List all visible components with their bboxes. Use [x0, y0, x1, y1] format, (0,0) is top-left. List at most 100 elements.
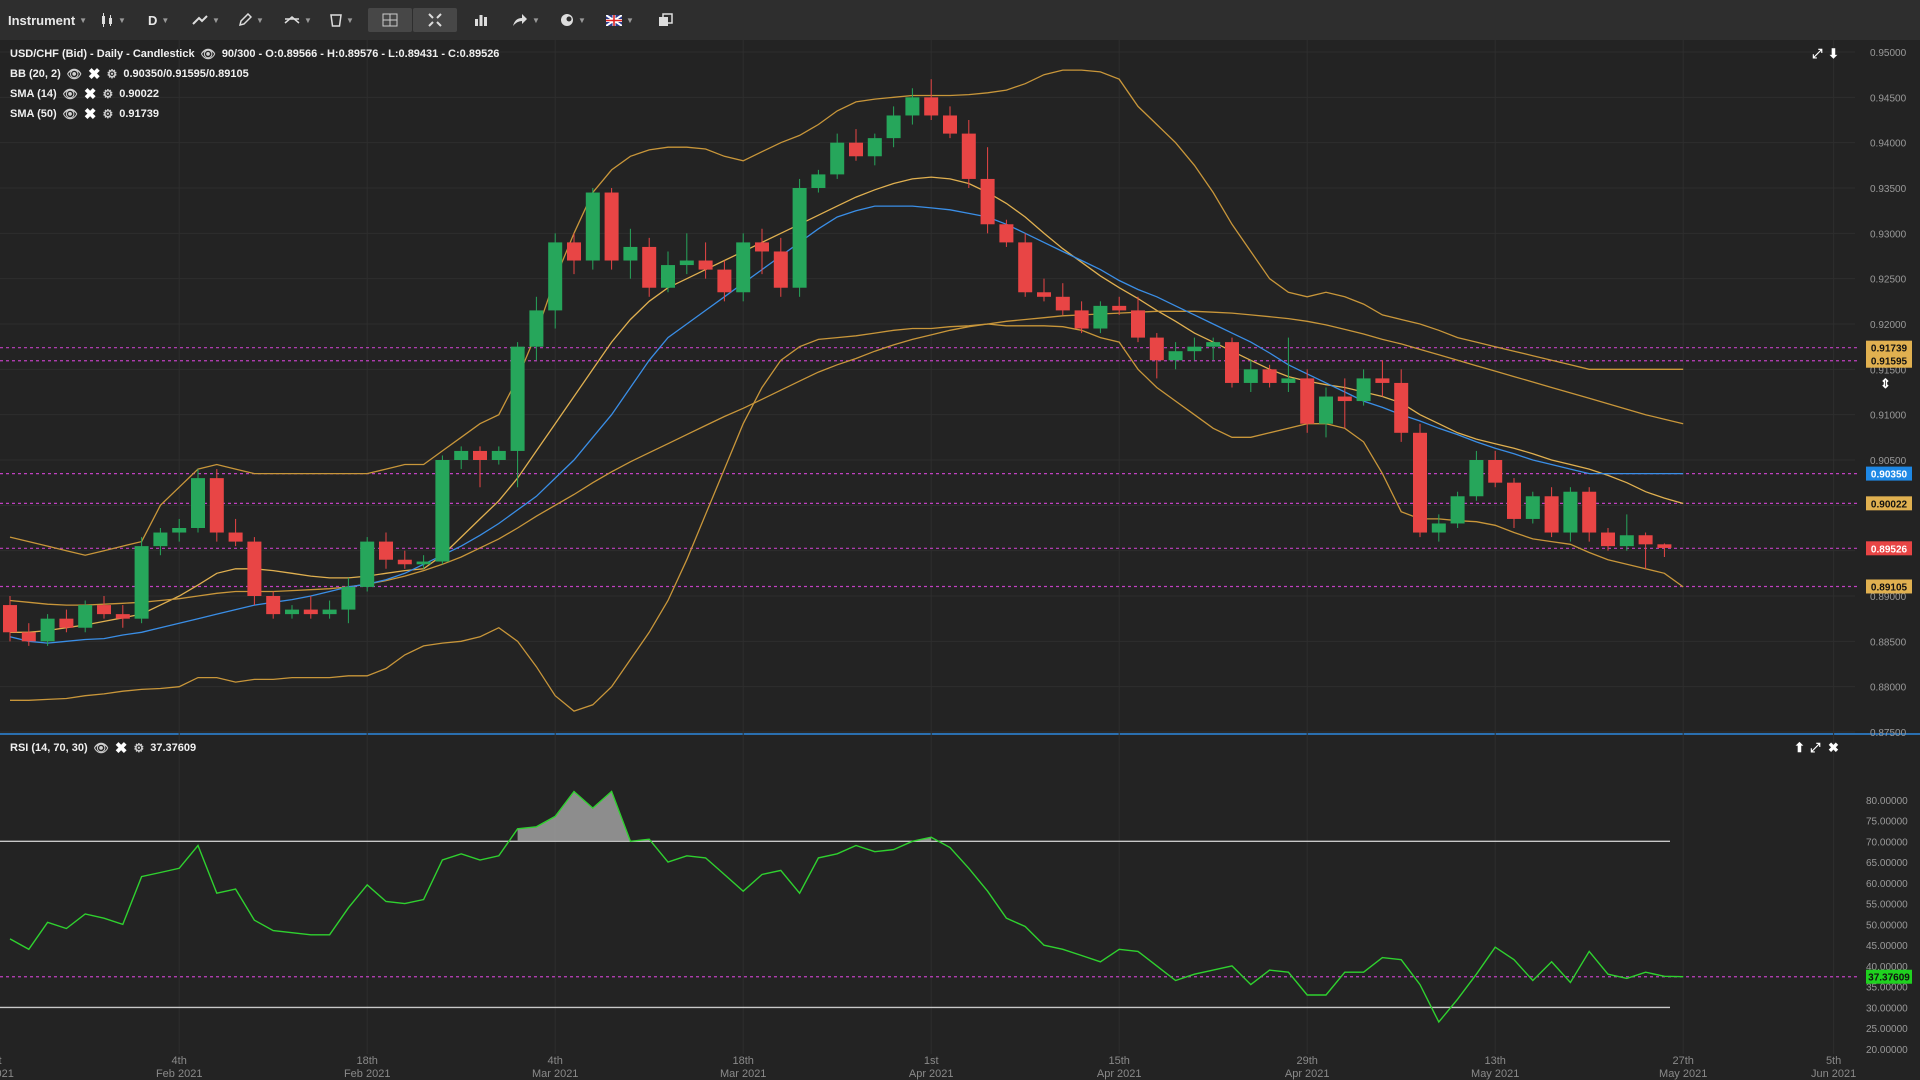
- rsi-tick-label: 65.00000: [1866, 858, 1908, 869]
- candle-up: [510, 346, 525, 451]
- bb-name: BB (20, 2): [10, 68, 61, 80]
- period-dropdown[interactable]: D ▼: [148, 8, 169, 32]
- date-tick-day: 13th: [1484, 1055, 1505, 1067]
- candle-down: [1300, 378, 1315, 424]
- chevron-down-icon: ▼: [118, 15, 126, 25]
- price-tick-label: 0.91000: [1870, 411, 1907, 422]
- candle-up: [792, 188, 807, 288]
- candle-up: [886, 115, 901, 139]
- candle-up: [153, 532, 168, 547]
- language-button[interactable]: ▼: [606, 8, 634, 32]
- candle-down: [773, 251, 788, 288]
- candlestick-button[interactable]: ▼: [100, 8, 126, 32]
- price-tick-label: 0.92500: [1870, 275, 1907, 286]
- candle-down: [980, 178, 995, 225]
- bar-chart-button[interactable]: [474, 8, 488, 32]
- price-tick-label: 0.88000: [1870, 683, 1907, 694]
- gear-icon[interactable]: ⚙: [102, 87, 114, 101]
- eye-icon[interactable]: 👁: [62, 107, 78, 121]
- candle-down: [1018, 242, 1033, 293]
- date-tick-day: 18th: [356, 1055, 377, 1067]
- candle-down: [247, 541, 262, 596]
- trash-button[interactable]: ▼: [330, 8, 354, 32]
- bb-lower-line: [10, 323, 1684, 712]
- eye-icon[interactable]: 👁: [66, 67, 82, 81]
- date-tick-month: Jun 2021: [1811, 1068, 1856, 1080]
- pencil-icon: [238, 13, 252, 27]
- date-tick-day: 1st: [924, 1055, 939, 1067]
- candle-down: [1225, 342, 1239, 383]
- expand-icon[interactable]: ⤢: [1810, 740, 1821, 755]
- rsi-tick-label: 35.00000: [1866, 983, 1908, 994]
- candle-up: [491, 450, 506, 460]
- price-tick-label: 0.93000: [1870, 229, 1907, 240]
- bar-chart-icon: [475, 15, 487, 26]
- detach-window-button[interactable]: [658, 8, 673, 32]
- download-icon[interactable]: ⬇: [1828, 46, 1839, 61]
- candle-up: [548, 242, 563, 311]
- instrument-dropdown[interactable]: Instrument ▼: [8, 8, 87, 32]
- scale-fit-icon[interactable]: ⇕: [1880, 376, 1891, 391]
- fullscreen-button[interactable]: [413, 8, 457, 32]
- rsi-tag-label: 37.37609: [1868, 973, 1910, 984]
- price-tick-label: 0.94500: [1870, 93, 1907, 104]
- crossline-tool-button[interactable]: ▼: [284, 8, 312, 32]
- candle-down: [698, 260, 713, 270]
- axes: 0.875000.880000.885000.890000.895000.900…: [0, 48, 1912, 1080]
- date-tick-day: 4th: [172, 1055, 187, 1067]
- candle-down: [755, 242, 769, 252]
- candle-down: [1037, 292, 1051, 297]
- close-icon[interactable]: ✖: [83, 86, 97, 103]
- candle-down: [3, 605, 17, 633]
- eye-icon[interactable]: 👁: [93, 741, 109, 755]
- eye-icon[interactable]: 👁: [200, 47, 216, 61]
- close-panel-icon[interactable]: ✖: [1828, 740, 1839, 755]
- eye-icon[interactable]: 👁: [62, 87, 78, 101]
- gear-icon[interactable]: ⚙: [133, 741, 145, 755]
- candle-down: [1488, 460, 1503, 483]
- rsi-tick-label: 20.00000: [1866, 1045, 1908, 1056]
- sma14-value: 0.90022: [119, 88, 159, 100]
- line-tool-button[interactable]: ▼: [192, 8, 220, 32]
- price-tick-label: 0.92000: [1870, 320, 1907, 331]
- expand-icon[interactable]: ⤢: [1812, 46, 1823, 61]
- price-tag-label: 0.89526: [1871, 544, 1908, 555]
- gear-icon[interactable]: ⚙: [106, 67, 118, 81]
- close-icon[interactable]: ✖: [114, 740, 128, 757]
- date-tick-day: 5th: [1826, 1055, 1841, 1067]
- date-tick-day: 27th: [1672, 1055, 1693, 1067]
- ohlc-readout: 90/300 - O:0.89566 - H:0.89576 - L:0.894…: [221, 48, 500, 60]
- candle-down: [1507, 482, 1521, 519]
- date-tick-day: 4th: [548, 1055, 563, 1067]
- move-up-icon[interactable]: ⬆: [1794, 740, 1805, 755]
- date-tick-month: Apr 2021: [1097, 1068, 1142, 1080]
- theme-button[interactable]: ▼: [560, 8, 586, 32]
- candle-up: [1469, 460, 1484, 497]
- candle-up: [623, 246, 638, 261]
- close-icon[interactable]: ✖: [83, 106, 97, 123]
- pencil-tool-button[interactable]: ▼: [238, 8, 264, 32]
- candle-up: [435, 460, 450, 562]
- rsi-tick-label: 60.00000: [1866, 879, 1908, 890]
- chart-area[interactable]: 0.875000.880000.885000.890000.895000.900…: [0, 40, 1920, 1080]
- candle-down: [473, 450, 487, 460]
- gear-icon[interactable]: ⚙: [102, 107, 114, 121]
- candle-up: [1450, 496, 1465, 524]
- grid-layout-button[interactable]: [368, 8, 412, 32]
- candle-down: [604, 192, 619, 261]
- flag-uk-icon: [606, 14, 622, 26]
- price-tick-label: 0.88500: [1870, 637, 1907, 648]
- bb-middle-line: [9, 310, 1684, 606]
- candle-up: [1431, 523, 1446, 533]
- candle-up: [830, 142, 845, 175]
- candle-down: [379, 541, 393, 560]
- rsi-panel: [0, 790, 1684, 1024]
- close-icon[interactable]: ✖: [87, 66, 101, 83]
- price-tick-label: 0.94000: [1870, 139, 1907, 150]
- candle-down: [1337, 396, 1352, 402]
- candle-down: [1582, 491, 1597, 533]
- chevron-down-icon: ▼: [346, 15, 354, 25]
- price-tag-label: 0.90022: [1871, 499, 1908, 510]
- share-button[interactable]: ▼: [512, 8, 540, 32]
- candle-down: [1149, 337, 1164, 361]
